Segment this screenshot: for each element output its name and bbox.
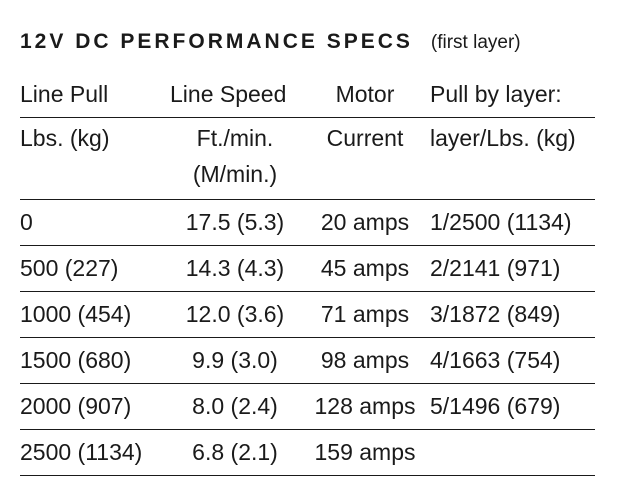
header-row-2: Lbs. (kg) Ft./min. (M/min.) Current laye… — [20, 118, 595, 200]
cell-motor-current: 71 amps — [320, 301, 410, 327]
table-row: 1000 (454) 12.0 (3.6) 71 amps 3/1872 (84… — [20, 292, 595, 338]
cell-pull-by-layer: 3/1872 (849) — [430, 301, 561, 327]
cell-line-pull: 0 — [20, 209, 33, 235]
cell-line-pull: 2500 (1134) — [20, 439, 143, 465]
table-row: 0 17.5 (5.3) 20 amps 1/2500 (1134) — [20, 200, 595, 246]
cell-line-pull: 1000 (454) — [20, 301, 132, 327]
page-title: 12V DC PERFORMANCE SPECS — [20, 30, 413, 53]
header-motor-current: Current — [326, 125, 404, 151]
cell-line-pull: 500 (227) — [20, 255, 119, 281]
header-pull-by-layer: Pull by layer: — [430, 81, 562, 107]
cell-pull-by-layer: 4/1663 (754) — [430, 347, 561, 373]
cell-line-speed: 9.9 (3.0) — [192, 347, 278, 373]
table-row: 2000 (907) 8.0 (2.4) 128 amps 5/1496 (67… — [20, 384, 595, 430]
cell-motor-current: 20 amps — [320, 209, 410, 235]
cell-motor-current: 128 amps — [314, 393, 416, 419]
header-line-pull: Line Pull — [20, 81, 109, 107]
cell-motor-current: 159 amps — [314, 439, 416, 465]
header-line-speed-units-m: (M/min.) — [192, 161, 278, 187]
table-row: 500 (227) 14.3 (4.3) 45 amps 2/2141 (971… — [20, 246, 595, 292]
cell-line-speed: 17.5 (5.3) — [185, 209, 285, 235]
cell-line-speed: 8.0 (2.4) — [192, 393, 278, 419]
cell-line-pull: 2000 (907) — [20, 393, 132, 419]
header-line-speed-units-ft: Ft./min. — [196, 125, 274, 151]
cell-motor-current: 98 amps — [320, 347, 410, 373]
cell-line-speed: 12.0 (3.6) — [185, 301, 285, 327]
header-line-speed: Line Speed — [170, 81, 287, 107]
header-line-pull-units: Lbs. (kg) — [20, 125, 110, 151]
header-motor: Motor — [335, 81, 395, 107]
header-layer-units: layer/Lbs. (kg) — [430, 125, 576, 151]
cell-pull-by-layer: 2/2141 (971) — [430, 255, 561, 281]
cell-line-speed: 6.8 (2.1) — [192, 439, 278, 465]
cell-pull-by-layer: 5/1496 (679) — [430, 393, 561, 419]
header-line-speed-units: Ft./min. (M/min.) — [150, 120, 320, 192]
table-row: 1500 (680) 9.9 (3.0) 98 amps 4/1663 (754… — [20, 338, 595, 384]
title-row: 12V DC PERFORMANCE SPECS (first layer) — [20, 30, 521, 64]
cell-pull-by-layer: 1/2500 (1134) — [430, 209, 572, 235]
cell-motor-current: 45 amps — [320, 255, 410, 281]
spec-table: Line Pull Line Speed Motor Pull by layer… — [20, 72, 595, 476]
page-subtitle: (first layer) — [430, 32, 521, 53]
table-row: 2500 (1134) 6.8 (2.1) 159 amps — [20, 430, 595, 476]
cell-line-pull: 1500 (680) — [20, 347, 132, 373]
header-row-1: Line Pull Line Speed Motor Pull by layer… — [20, 72, 595, 118]
cell-line-speed: 14.3 (4.3) — [185, 255, 285, 281]
